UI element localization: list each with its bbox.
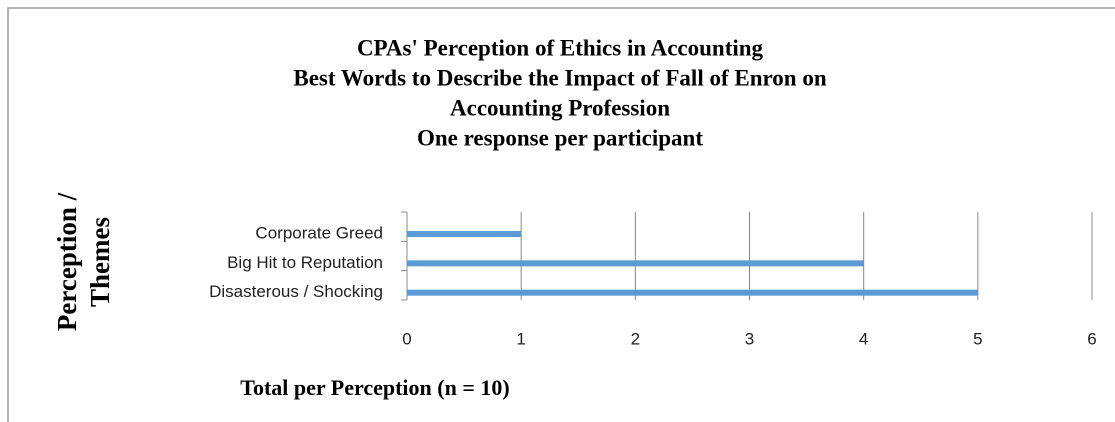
chart-title: Best Words to Describe the Impact of Fal…	[293, 65, 826, 90]
chart-title: CPAs' Perception of Ethics in Accounting	[357, 35, 764, 60]
y-axis-label-line: Perception /	[52, 192, 82, 331]
x-tick-label: 2	[631, 329, 640, 348]
x-tick-label: 3	[745, 329, 754, 348]
bar	[407, 260, 864, 267]
chart-border	[7, 7, 1115, 422]
chart-title: One response per participant	[417, 125, 703, 150]
y-axis-label: Perception / Themes	[52, 192, 115, 331]
x-tick-label: 6	[1087, 329, 1096, 348]
bar	[407, 231, 522, 237]
y-tick-label: Disasterous / Shocking	[209, 282, 383, 301]
bar	[407, 289, 978, 296]
y-tick-label: Corporate Greed	[255, 223, 383, 242]
x-axis-label: Total per Perception (n = 10)	[240, 375, 509, 400]
x-tick-label: 1	[516, 329, 525, 348]
chart-title: Accounting Profession	[450, 95, 670, 120]
y-axis-label-line: Themes	[85, 217, 115, 307]
x-tick-label: 5	[973, 329, 982, 348]
x-tick-label: 0	[402, 329, 411, 348]
y-tick-label: Big Hit to Reputation	[227, 253, 383, 272]
x-tick-label: 4	[859, 329, 868, 348]
